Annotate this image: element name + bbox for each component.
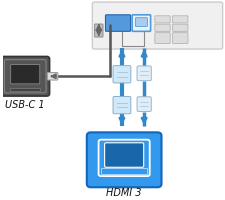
Text: USB-C 1: USB-C 1	[5, 100, 45, 110]
Text: HDMI 3: HDMI 3	[106, 187, 141, 197]
FancyBboxPatch shape	[47, 73, 58, 81]
FancyBboxPatch shape	[112, 97, 130, 114]
FancyBboxPatch shape	[92, 3, 222, 50]
FancyBboxPatch shape	[136, 67, 151, 81]
Bar	[10, 88, 40, 92]
FancyBboxPatch shape	[105, 16, 130, 32]
Bar	[100, 168, 147, 174]
FancyBboxPatch shape	[112, 66, 130, 84]
FancyBboxPatch shape	[154, 17, 169, 24]
FancyBboxPatch shape	[86, 133, 161, 187]
FancyBboxPatch shape	[154, 25, 169, 32]
FancyBboxPatch shape	[172, 17, 187, 24]
FancyBboxPatch shape	[104, 143, 143, 167]
FancyBboxPatch shape	[1, 57, 49, 97]
FancyBboxPatch shape	[172, 25, 187, 32]
FancyBboxPatch shape	[11, 65, 40, 84]
FancyBboxPatch shape	[132, 16, 150, 32]
FancyBboxPatch shape	[136, 97, 151, 112]
FancyBboxPatch shape	[135, 19, 147, 27]
FancyBboxPatch shape	[94, 25, 103, 38]
FancyBboxPatch shape	[154, 34, 169, 44]
FancyBboxPatch shape	[172, 34, 187, 44]
